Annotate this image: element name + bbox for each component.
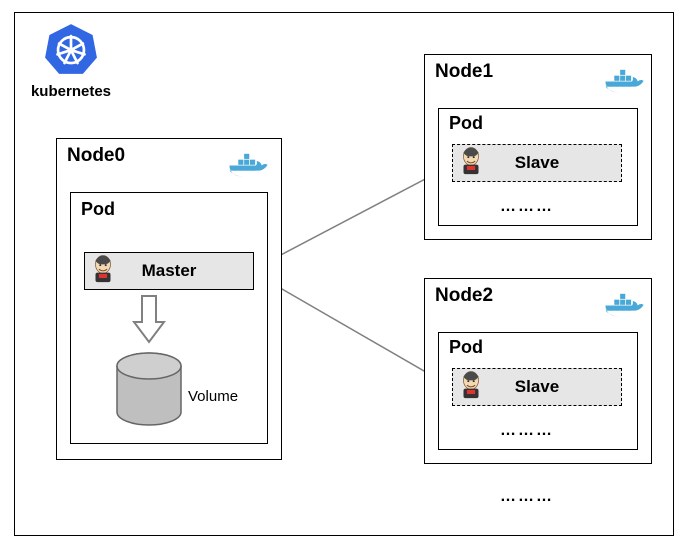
slave2-role-box: Slave: [452, 368, 622, 406]
node1-title: Node1: [435, 61, 493, 83]
docker-icon: [604, 292, 648, 327]
kubernetes-logo: kubernetes: [26, 22, 116, 100]
node2-dots: ………: [500, 422, 554, 440]
jenkins-icon: [457, 146, 485, 181]
docker-icon: [228, 152, 272, 187]
master-label: Master: [142, 261, 197, 281]
slave1-label: Slave: [515, 153, 559, 173]
slave1-role-box: Slave: [452, 144, 622, 182]
volume-cylinder-icon: [114, 352, 184, 430]
node0-pod-title: Pod: [81, 199, 115, 220]
volume-arrow-icon: [132, 294, 166, 346]
slave2-label: Slave: [515, 377, 559, 397]
jenkins-icon: [457, 370, 485, 405]
kubernetes-label: kubernetes: [26, 83, 116, 100]
node2-title: Node2: [435, 285, 493, 307]
node1-pod-title: Pod: [449, 113, 483, 134]
docker-icon: [604, 68, 648, 103]
outer-dots: ………: [500, 488, 554, 506]
volume-label: Volume: [188, 388, 238, 405]
master-role-box: Master: [84, 252, 254, 290]
kubernetes-icon: [44, 22, 98, 76]
diagram-canvas: kubernetes Node0 Pod: [0, 0, 689, 547]
node2-pod-title: Pod: [449, 337, 483, 358]
node0-title: Node0: [67, 145, 125, 167]
jenkins-icon: [89, 254, 117, 289]
node1-dots: ………: [500, 198, 554, 216]
